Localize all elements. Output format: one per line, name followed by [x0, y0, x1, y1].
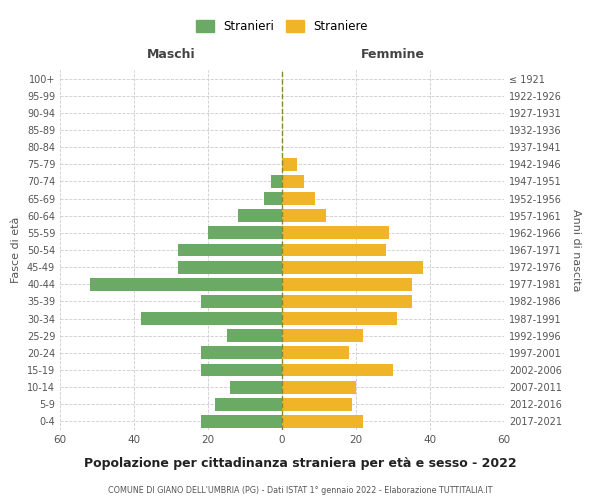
- Bar: [282, 192, 316, 205]
- Bar: [200, 295, 282, 308]
- Bar: [178, 244, 282, 256]
- Bar: [271, 175, 282, 188]
- Bar: [282, 278, 412, 290]
- Bar: [208, 226, 282, 239]
- Bar: [282, 364, 393, 376]
- Bar: [215, 398, 282, 410]
- Text: Popolazione per cittadinanza straniera per età e sesso - 2022: Popolazione per cittadinanza straniera p…: [83, 458, 517, 470]
- Bar: [282, 210, 326, 222]
- Text: COMUNE DI GIANO DELL'UMBRIA (PG) - Dati ISTAT 1° gennaio 2022 - Elaborazione TUT: COMUNE DI GIANO DELL'UMBRIA (PG) - Dati …: [108, 486, 492, 495]
- Bar: [282, 312, 397, 325]
- Bar: [89, 278, 282, 290]
- Bar: [200, 415, 282, 428]
- Bar: [282, 244, 386, 256]
- Bar: [238, 210, 282, 222]
- Bar: [282, 295, 412, 308]
- Bar: [200, 364, 282, 376]
- Text: Femmine: Femmine: [361, 48, 425, 61]
- Bar: [282, 226, 389, 239]
- Bar: [282, 346, 349, 360]
- Bar: [227, 330, 282, 342]
- Bar: [142, 312, 282, 325]
- Legend: Stranieri, Straniere: Stranieri, Straniere: [190, 14, 374, 39]
- Text: Maschi: Maschi: [146, 48, 196, 61]
- Bar: [282, 330, 364, 342]
- Bar: [282, 380, 356, 394]
- Bar: [263, 192, 282, 205]
- Bar: [282, 260, 422, 274]
- Bar: [282, 398, 352, 410]
- Bar: [282, 415, 364, 428]
- Bar: [230, 380, 282, 394]
- Bar: [200, 346, 282, 360]
- Bar: [282, 175, 304, 188]
- Y-axis label: Anni di nascita: Anni di nascita: [571, 209, 581, 291]
- Bar: [178, 260, 282, 274]
- Y-axis label: Fasce di età: Fasce di età: [11, 217, 21, 283]
- Bar: [282, 158, 297, 170]
